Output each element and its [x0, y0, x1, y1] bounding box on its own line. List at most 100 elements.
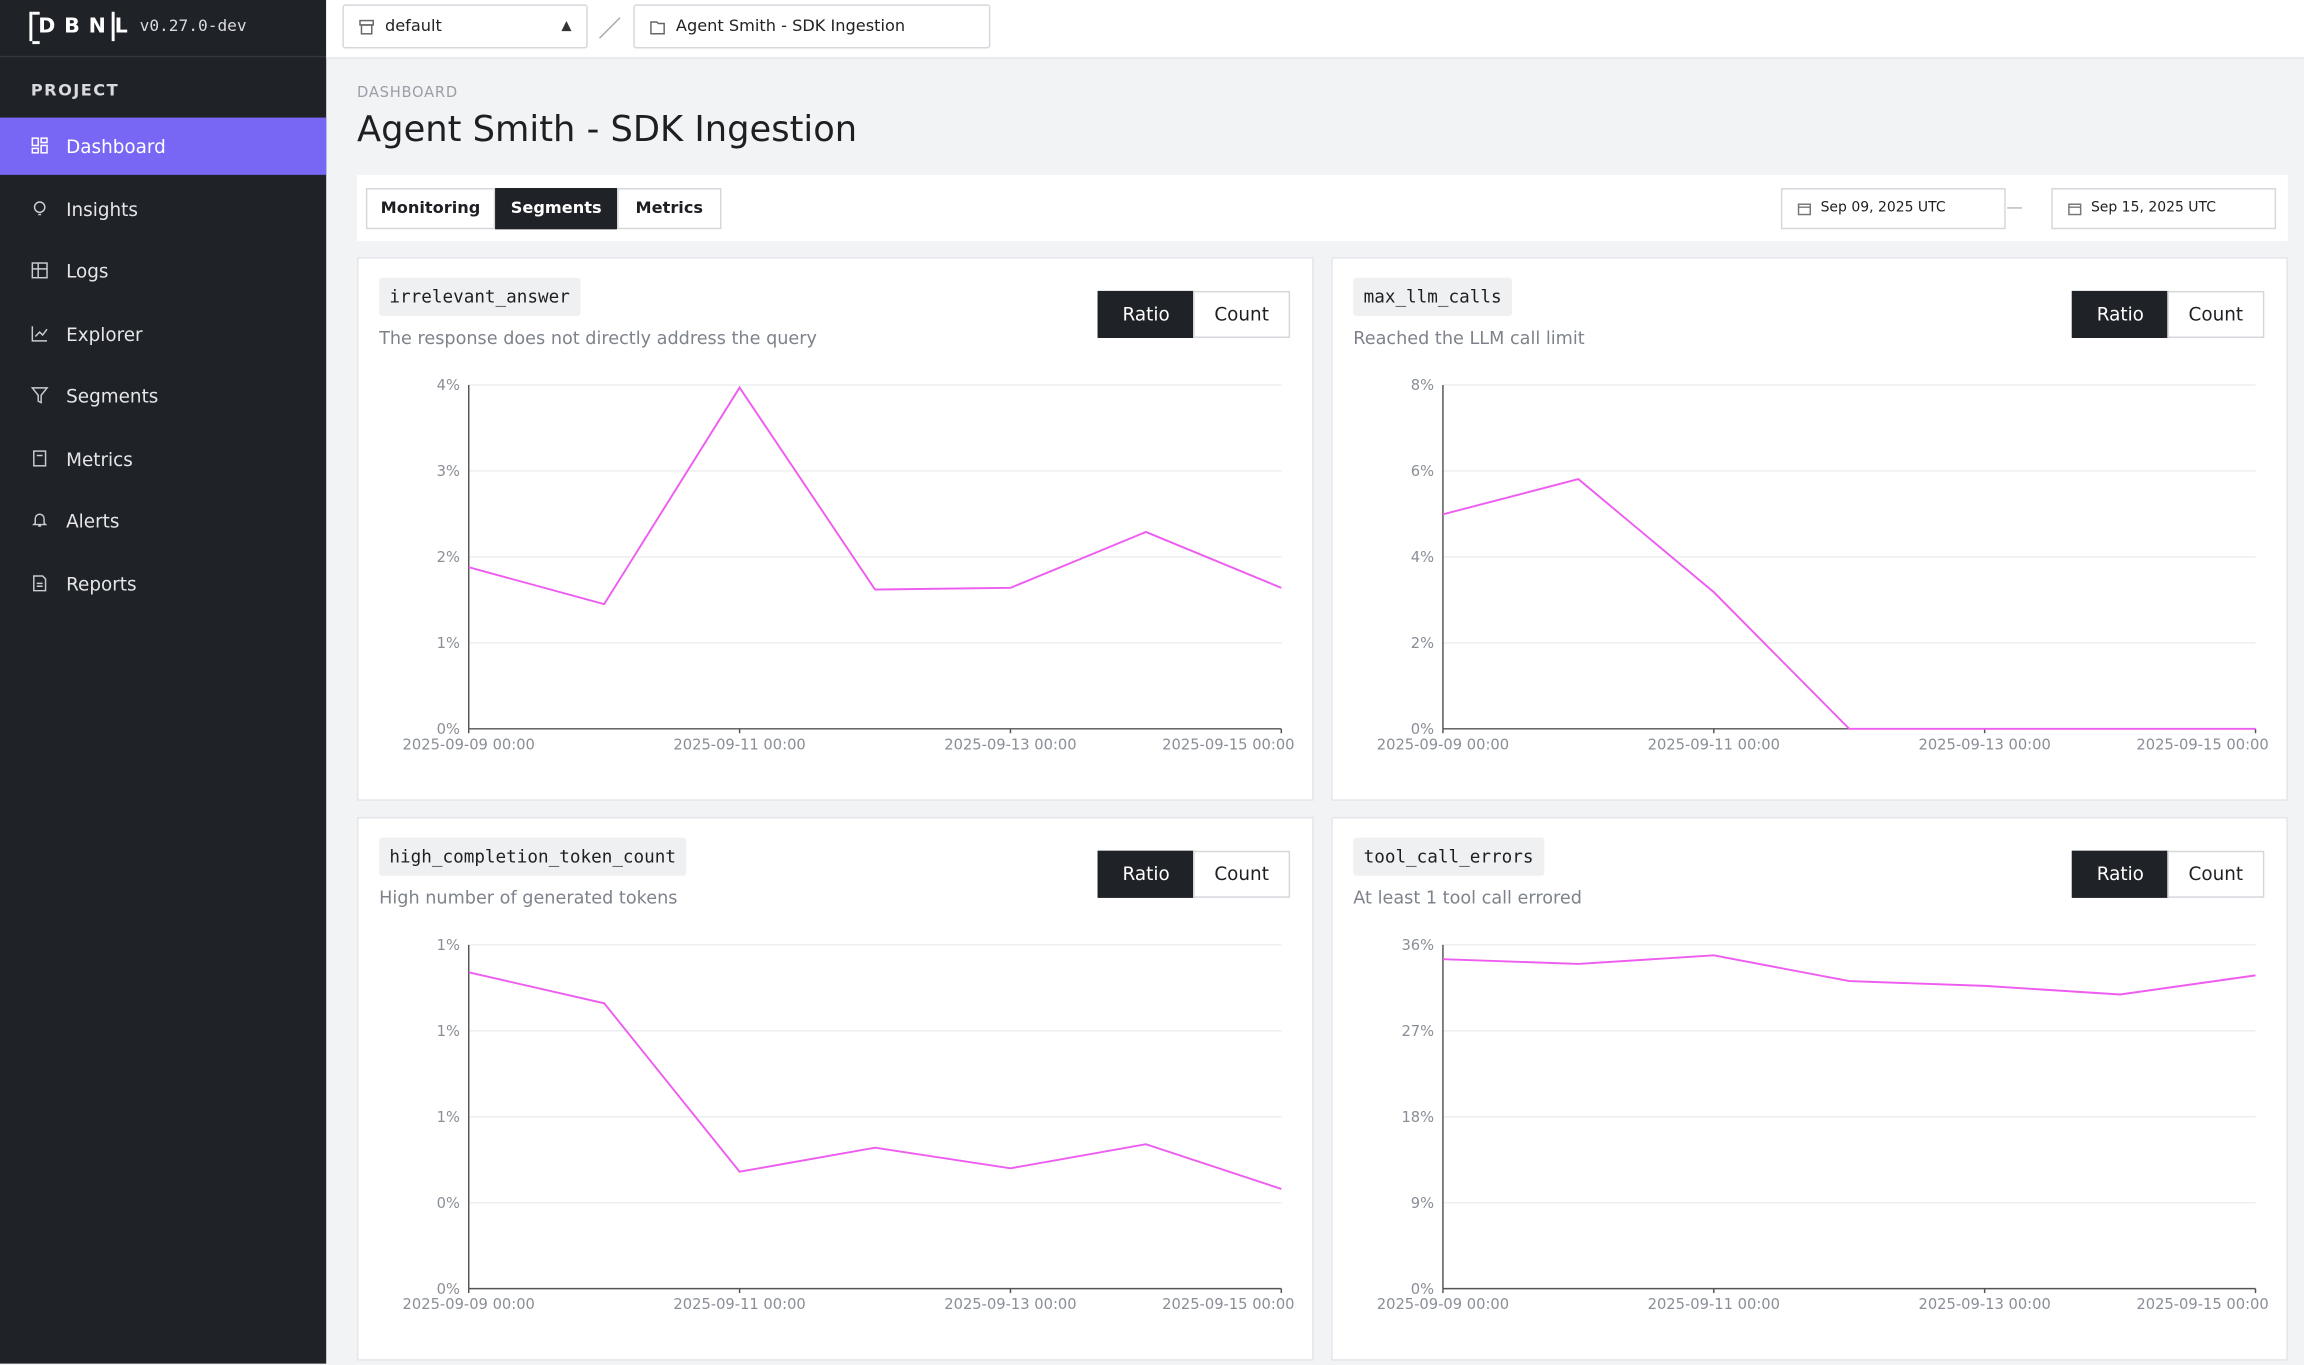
nav-label: Dashboard — [66, 135, 166, 158]
y-tick-label: 1% — [437, 1109, 460, 1126]
sidebar: DBNL v0.27.0-dev PROJECT Dashboard Insigh… — [0, 0, 327, 1364]
y-tick-label: 0% — [437, 1281, 460, 1298]
toggle-button[interactable]: Ratio — [1097, 290, 1195, 338]
toggle-button[interactable]: Ratio — [1097, 850, 1195, 898]
project-select[interactable]: default ▲︎ — [342, 4, 588, 49]
toggle-button[interactable]: Count — [1193, 290, 1291, 338]
y-tick-label: 8% — [1411, 377, 1434, 394]
chart-title: high_completion_token_count — [379, 837, 687, 876]
toggle-button[interactable]: Ratio — [2071, 850, 2169, 898]
y-tick-label: 9% — [1411, 1195, 1434, 1212]
nav-icon — [33, 574, 47, 591]
toggle-button[interactable]: Ratio — [2071, 290, 2169, 338]
project-name: default — [384, 16, 442, 36]
breadcrumb: DASHBOARD — [357, 85, 458, 102]
chart-subtitle: The response does not directly address t… — [379, 327, 817, 349]
chart-card: 0% 0% 1% 1% 1% 2025-09-09 00:00 2025-09-11 00:… — [357, 816, 1314, 1361]
x-tick-label: 2025-09-15 00:00 — [1162, 736, 1294, 753]
x-tick-label: 2025-09-15 00:00 — [2136, 736, 2268, 753]
line — [468, 971, 1282, 1190]
x-tick-label: 2025-09-13 00:00 — [1918, 1296, 2050, 1313]
y-tick-label: 1% — [437, 1023, 460, 1040]
dashboard-name: Agent Smith - SDK Ingestion — [675, 16, 906, 36]
nav-icon — [31, 325, 48, 341]
nav-item[interactable]: Alerts — [0, 492, 326, 549]
nav-item[interactable]: Segments — [0, 367, 326, 424]
line — [468, 385, 1282, 606]
date-text: Sep 15, 2025 UTC — [2090, 199, 2216, 217]
nav-item[interactable]: Metrics — [0, 430, 326, 487]
toggle-button[interactable]: Count — [2167, 850, 2265, 898]
range-separator — [2007, 207, 2022, 209]
tab[interactable]: Segments — [495, 188, 618, 230]
nav-icon — [31, 137, 48, 154]
chart-title: max_llm_calls — [1353, 277, 1512, 316]
topbar: default ▲︎ Agent Smith - SDK Ingestion — [326, 0, 2304, 59]
nav-icon — [30, 387, 49, 404]
x-tick-label: 2025-09-11 00:00 — [1648, 736, 1780, 753]
chart-title: irrelevant_answer — [379, 277, 581, 316]
nav-label: Reports — [66, 572, 137, 595]
x-tick-label: 2025-09-09 00:00 — [1377, 1296, 1509, 1313]
chart-title: tool_call_errors — [1353, 837, 1544, 876]
nav-label: Alerts — [66, 509, 120, 532]
chart: 0% 2% 4% 6% 8% 2025-09-09 00:00 2025-09-11 00:… — [1377, 377, 2269, 753]
tab[interactable]: Metrics — [617, 188, 722, 230]
y-tick-label: 2% — [1411, 635, 1434, 652]
logo[interactable]: DBNL — [29, 11, 128, 45]
chart-card: 0% 9% 18% 27% 36% 2025-09-09 00:00 2025-09-11 … — [1331, 816, 2288, 1361]
x-tick-label: 2025-09-15 00:00 — [2136, 1296, 2268, 1313]
date-picker[interactable]: Sep 15, 2025 UTC — [2051, 188, 2277, 230]
y-tick-label: 2% — [437, 549, 460, 566]
x-tick-label: 2025-09-09 00:00 — [403, 736, 535, 753]
y-tick-label: 0% — [437, 1195, 460, 1212]
page-title: Agent Smith - SDK Ingestion — [357, 108, 858, 150]
x-tick-label: 2025-09-11 00:00 — [1648, 1296, 1780, 1313]
nav-item[interactable]: Insights — [0, 180, 326, 237]
divider — [0, 55, 327, 58]
y-tick-label: 18% — [1401, 1109, 1434, 1126]
version: v0.27.0-dev — [139, 16, 247, 36]
nav-icon — [31, 262, 48, 279]
x-tick-label: 2025-09-13 00:00 — [944, 736, 1076, 753]
y-tick-label: 4% — [437, 377, 460, 394]
nav-item[interactable]: Logs — [0, 242, 326, 299]
y-tick-label: 1% — [437, 635, 460, 652]
line — [1442, 954, 2256, 996]
y-tick-label: 0% — [437, 721, 460, 738]
x-tick-label: 2025-09-13 00:00 — [1918, 736, 2050, 753]
nav-item[interactable]: Explorer — [0, 305, 326, 362]
tab-bar: Monitoring Segments Metrics Sep 09, 2025 UT… — [357, 174, 2288, 241]
dashboard-select[interactable]: Agent Smith - SDK Ingestion — [633, 4, 991, 49]
nav-icon — [33, 449, 47, 466]
chart: 0% 1% 2% 3% 4% 2025-09-09 00:00 2025-09-11 00:… — [403, 377, 1295, 753]
toggle-button[interactable]: Count — [1193, 850, 1291, 898]
tab[interactable]: Monitoring — [365, 188, 496, 230]
nav-item[interactable]: Reports — [0, 555, 326, 612]
nav-label: Explorer — [66, 322, 143, 345]
chevrons: ▲︎ — [561, 19, 572, 34]
date-picker[interactable]: Sep 09, 2025 UTC — [1780, 188, 2006, 230]
nav-icon — [32, 513, 48, 527]
nav-label: Metrics — [66, 447, 133, 470]
y-tick-label: 36% — [1401, 937, 1434, 954]
nav-icon — [33, 200, 46, 215]
nav-label: Logs — [66, 260, 109, 283]
chart-subtitle: Reached the LLM call limit — [1353, 327, 1585, 349]
line — [1442, 478, 2256, 730]
icon — [650, 21, 665, 35]
x-tick-label: 2025-09-13 00:00 — [944, 1296, 1076, 1313]
y-tick-label: 4% — [1411, 549, 1434, 566]
nav-item[interactable]: Dashboard — [0, 117, 327, 175]
calendar-icon — [1797, 203, 1812, 216]
y-tick-label: 3% — [437, 463, 460, 480]
date-text: Sep 09, 2025 UTC — [1820, 199, 1946, 217]
nav-label: Insights — [66, 197, 138, 220]
toggle-button[interactable]: Count — [2167, 290, 2265, 338]
x-tick-label: 2025-09-09 00:00 — [1377, 736, 1509, 753]
y-tick-label: 27% — [1401, 1023, 1434, 1040]
nav-label: Segments — [66, 384, 159, 408]
x-tick-label: 2025-09-11 00:00 — [673, 1296, 805, 1313]
